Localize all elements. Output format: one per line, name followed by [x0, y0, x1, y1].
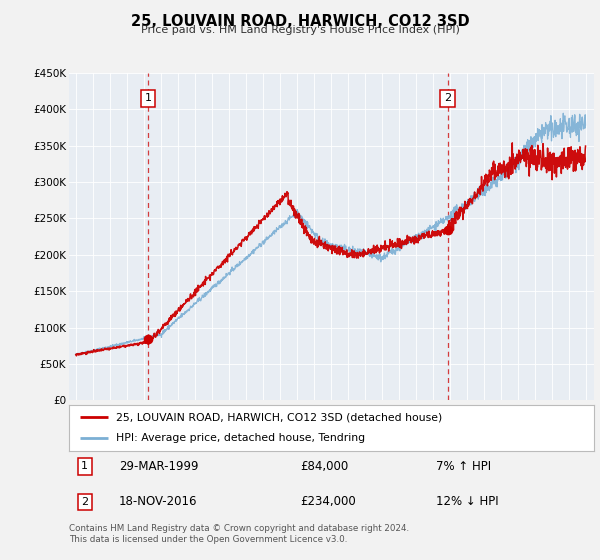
Text: 12% ↓ HPI: 12% ↓ HPI [437, 496, 499, 508]
Text: 2: 2 [444, 94, 451, 103]
Text: 2: 2 [81, 497, 88, 507]
Text: 25, LOUVAIN ROAD, HARWICH, CO12 3SD: 25, LOUVAIN ROAD, HARWICH, CO12 3SD [131, 14, 469, 29]
Text: £234,000: £234,000 [300, 496, 356, 508]
Text: 29-MAR-1999: 29-MAR-1999 [119, 460, 199, 473]
Text: 7% ↑ HPI: 7% ↑ HPI [437, 460, 491, 473]
Text: 25, LOUVAIN ROAD, HARWICH, CO12 3SD (detached house): 25, LOUVAIN ROAD, HARWICH, CO12 3SD (det… [116, 412, 443, 422]
Text: £84,000: £84,000 [300, 460, 348, 473]
Text: Price paid vs. HM Land Registry's House Price Index (HPI): Price paid vs. HM Land Registry's House … [140, 25, 460, 35]
Text: Contains HM Land Registry data © Crown copyright and database right 2024.
This d: Contains HM Land Registry data © Crown c… [69, 524, 409, 544]
Text: 1: 1 [81, 461, 88, 472]
Text: HPI: Average price, detached house, Tendring: HPI: Average price, detached house, Tend… [116, 433, 365, 444]
Text: 18-NOV-2016: 18-NOV-2016 [119, 496, 197, 508]
Text: 1: 1 [145, 94, 151, 103]
